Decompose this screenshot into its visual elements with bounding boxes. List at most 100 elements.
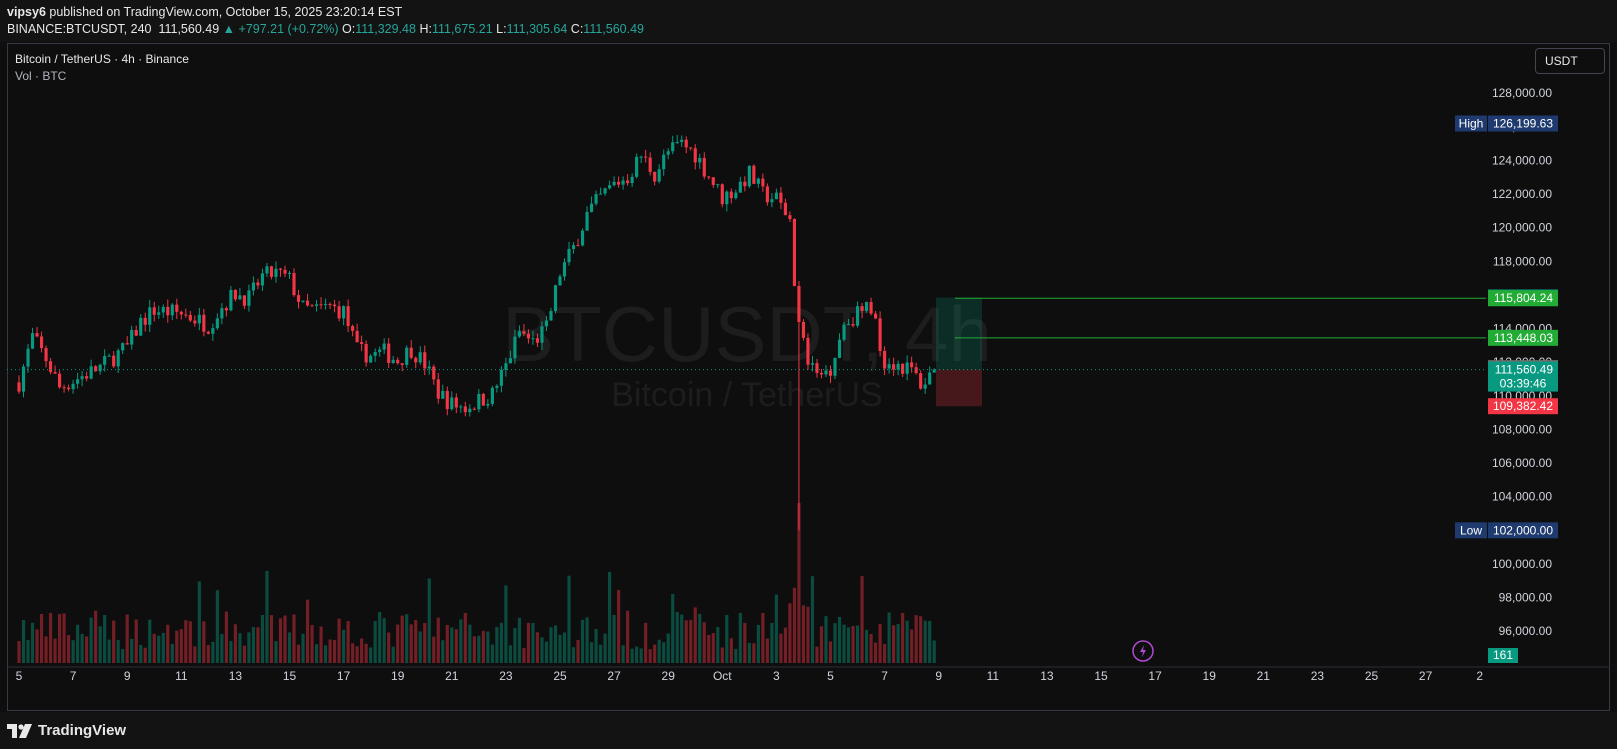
candle (364, 343, 368, 363)
candle (157, 312, 161, 315)
lightning-bolt-icon (1140, 645, 1146, 657)
candle (251, 282, 256, 291)
volume-bar (662, 642, 666, 663)
candle (387, 343, 391, 363)
candle (549, 311, 553, 321)
candle (432, 366, 436, 380)
volume-bar (26, 639, 30, 663)
candle (67, 387, 71, 390)
volume-bar (513, 628, 517, 663)
candle (463, 406, 467, 413)
volume-bar (558, 634, 562, 663)
publisher-name[interactable]: vipsy6 (7, 5, 46, 19)
volume-bar (112, 620, 116, 663)
volume-bar (57, 614, 62, 663)
price-axis-label: 100,000.00 (1492, 557, 1552, 571)
candle (256, 282, 260, 286)
price-badge-bg (1488, 329, 1558, 346)
candle (130, 329, 134, 345)
candle (71, 383, 75, 390)
volume-bar (76, 624, 80, 663)
volume-bar (233, 624, 237, 663)
candle (504, 363, 508, 370)
price-axis-label: 106,000.00 (1492, 456, 1552, 470)
volume-bar (864, 629, 869, 663)
time-axis-label: 23 (499, 669, 513, 683)
time-axis-label: 11 (175, 669, 188, 683)
volume-bar (567, 575, 571, 663)
candle (170, 304, 174, 316)
volume-bar (779, 633, 783, 663)
close-label: C: (570, 22, 584, 36)
tradingview-brand[interactable]: TradingView (7, 722, 126, 739)
candle (531, 338, 535, 340)
candle (932, 369, 936, 373)
volume-bar (418, 631, 422, 663)
candle (125, 343, 129, 345)
candle (486, 403, 490, 406)
volume-bar (725, 614, 729, 663)
watermark-symbol: BTCUSDT, 4h (502, 290, 992, 378)
candle (26, 348, 30, 367)
legend-volume[interactable]: Vol · BTC (15, 69, 67, 83)
candle (85, 376, 89, 379)
candle (305, 300, 310, 306)
low-value: 102,000.00 (1493, 523, 1553, 537)
candle (175, 304, 179, 312)
time-axis-label: 15 (283, 669, 297, 683)
volume-bar (274, 641, 278, 663)
candle (139, 317, 143, 336)
volume-bar (328, 639, 332, 663)
watermark-name: Bitcoin / TetherUS (611, 376, 883, 414)
candle (626, 180, 630, 184)
legend-symbol-title[interactable]: Bitcoin / TetherUS · 4h · Binance (15, 52, 189, 66)
volume-bar (901, 613, 905, 663)
volume-bar (179, 629, 183, 663)
volume-bar (229, 641, 233, 663)
candle (833, 357, 837, 376)
volume-bar (175, 630, 179, 663)
candle (666, 151, 670, 155)
candle (314, 304, 319, 306)
candle (179, 311, 183, 315)
volume-bar (689, 619, 693, 663)
candle (824, 370, 828, 375)
price-axis-label: 122,000.00 (1492, 187, 1552, 201)
candle (653, 171, 657, 182)
candle (693, 148, 697, 163)
volume-bar (238, 633, 242, 663)
volume-bar (851, 625, 855, 663)
candle (603, 188, 607, 194)
candle (783, 202, 787, 216)
volume-bar (427, 578, 431, 663)
volume-bar (639, 648, 643, 663)
candle (346, 306, 350, 327)
volume-bar (792, 587, 797, 663)
candle (874, 313, 878, 319)
volume-bar (883, 644, 887, 663)
price-badge-bg (1488, 398, 1558, 415)
position-target-zone (935, 297, 982, 370)
candle (765, 186, 769, 203)
time-axis-label: 19 (1203, 669, 1217, 683)
candle (919, 373, 923, 389)
candle (792, 219, 797, 286)
volume-bar (770, 623, 774, 663)
candle (883, 350, 887, 369)
price-badge-bg (1488, 361, 1558, 392)
volume-bar (260, 615, 265, 663)
volume-bar (296, 644, 301, 663)
volume-bar (17, 641, 21, 663)
volume-bar (450, 627, 454, 663)
candle (215, 318, 219, 329)
currency-button[interactable]: USDT (1535, 48, 1605, 74)
price-axis-label: 124,000.00 (1492, 153, 1552, 167)
time-axis-label: 7 (70, 669, 77, 683)
candle (247, 290, 251, 306)
candle (287, 272, 292, 274)
high-value: 126,199.63 (1493, 116, 1553, 130)
volume-bar (481, 630, 485, 663)
time-axis-label: 23 (1311, 669, 1325, 683)
candle (517, 331, 522, 337)
